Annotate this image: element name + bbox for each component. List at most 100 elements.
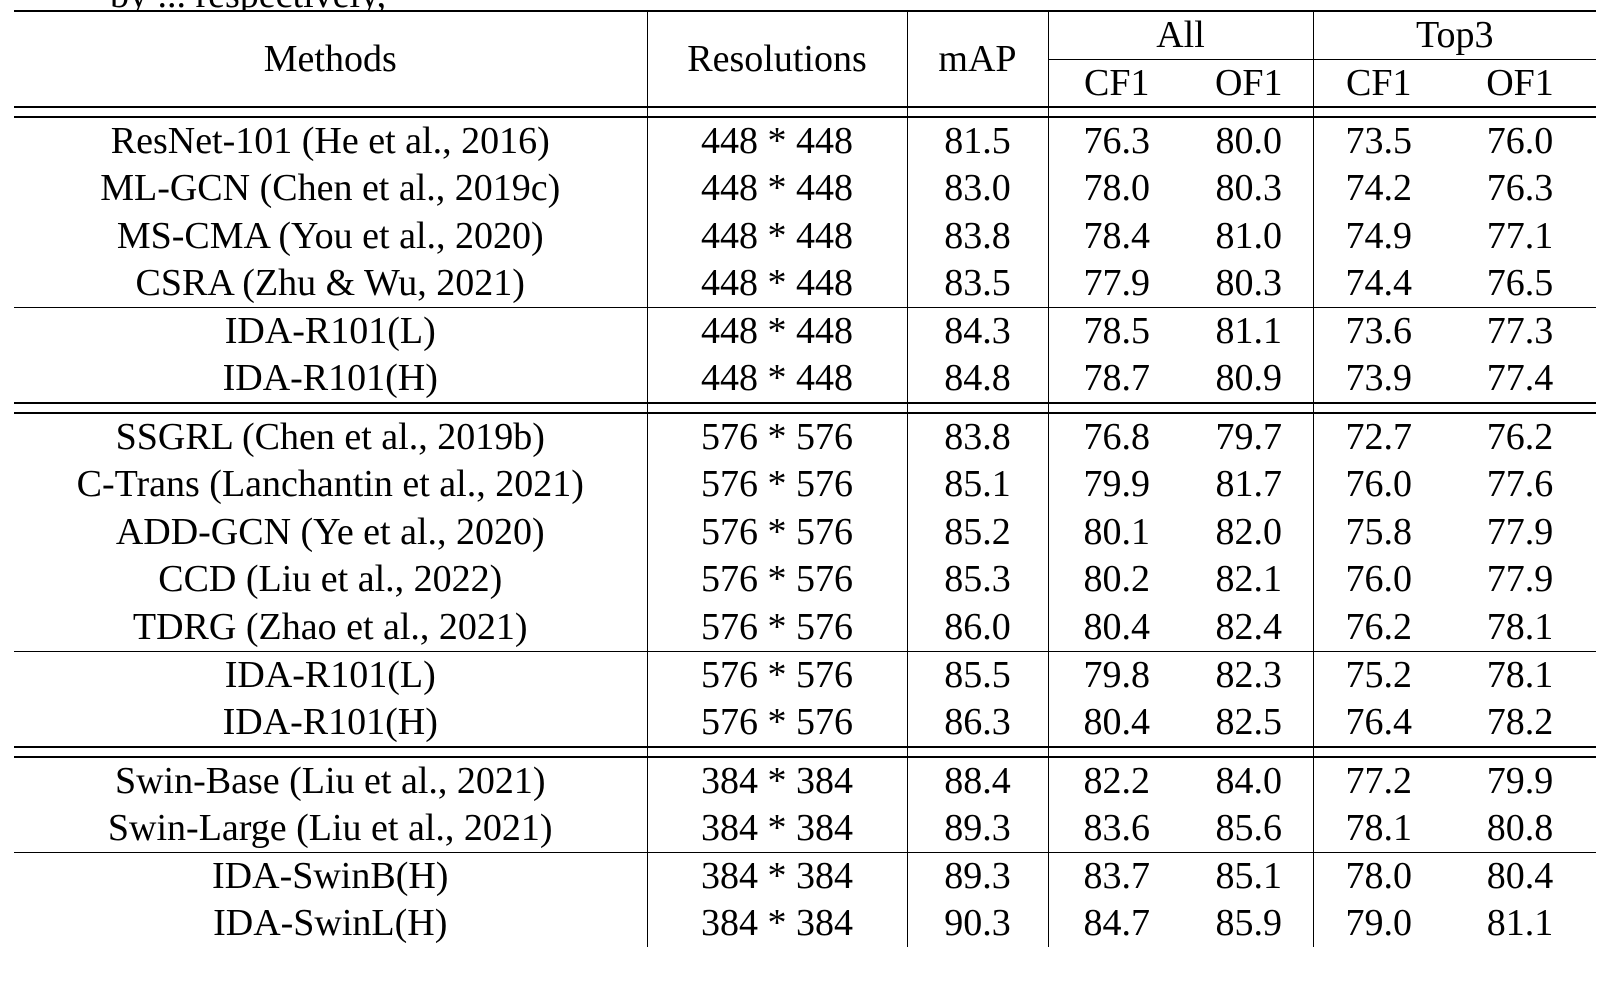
cell-resolution: 576 * 576 <box>646 461 907 509</box>
cell-top3-cf1: 79.0 <box>1312 899 1444 947</box>
cell-method: C-Trans (Lanchantin et al., 2021) <box>76 463 584 506</box>
cell-top3-of1: 78.1 <box>1486 605 1554 648</box>
cell-method: IDA-R101(L) <box>14 307 647 355</box>
table-row: CSRA (Zhu & Wu, 2021) 448 * 448 83.5 77.9 80… <box>14 260 1596 308</box>
cell-top3-of1: 77.9 <box>1486 558 1554 601</box>
table-row: Swin-Base (Liu et al., 2021) 384 * 384 88.… <box>14 755 1597 805</box>
cell-all-of1: 80.0 <box>1185 116 1313 165</box>
cell-top3-of1: 77.4 <box>1486 357 1554 399</box>
table-row: TDRG (Zhao et al., 2021) 576 * 576 86.0 80.… <box>14 603 1596 651</box>
cell-all-of1: 80.9 <box>1215 357 1283 399</box>
cell-all-cf1: 83.7 <box>1047 851 1185 900</box>
cell-method: ADD-GCN (Ye et al., 2020) <box>115 510 545 553</box>
cell-resolution: 448 * 448 <box>646 307 907 355</box>
cell-all-of1: 81.1 <box>1185 307 1313 355</box>
cell-map: 84.3 <box>906 307 1048 355</box>
header-resolutions: Resolutions <box>646 10 907 107</box>
cell-top3-cf1: 74.2 <box>1312 165 1444 213</box>
cell-top3-of1: 79.9 <box>1444 755 1597 805</box>
table-row: IDA-SwinL(H) 384 * 384 90.3 84.7 85.9 79.0 81.… <box>14 899 1596 947</box>
table-row: ML-GCN (Chen et al., 2019c) 448 * 448 83.0… <box>14 165 1596 213</box>
group-separator <box>14 745 1597 757</box>
cell-method: IDA-SwinL(H) <box>213 901 448 944</box>
cell-map: 85.1 <box>906 461 1048 509</box>
cell-all-cf1: 83.6 <box>1047 804 1185 852</box>
cell-all-cf1: 78.0 <box>1047 165 1185 213</box>
cell-top3-of1: 76.3 <box>1486 167 1554 210</box>
cell-all-of1: 85.1 <box>1185 851 1313 900</box>
cell-all-of1: 79.7 <box>1185 412 1313 461</box>
cell-resolution: 576 * 576 <box>646 412 907 461</box>
cell-all-cf1: 80.4 <box>1047 698 1185 747</box>
cell-method: SSGRL (Chen et al., 2019b) <box>14 412 647 461</box>
cell-resolution: 576 * 576 <box>646 650 907 699</box>
cell-top3-of1: 77.9 <box>1486 510 1554 553</box>
cell-all-cf1: 76.3 <box>1047 116 1185 165</box>
cell-all-cf1: 82.2 <box>1047 755 1185 805</box>
cell-all-of1: 80.3 <box>1215 167 1283 210</box>
cell-map: 83.0 <box>906 165 1048 213</box>
cell-top3-cf1: 78.0 <box>1312 851 1444 900</box>
cell-top3-of1: 76.2 <box>1444 412 1597 461</box>
cell-method: IDA-R101(H) <box>222 700 438 743</box>
cell-all-of1: 82.4 <box>1215 605 1283 648</box>
group-separator <box>14 402 1597 413</box>
cell-map: 86.0 <box>906 603 1048 651</box>
cell-all-of1: 80.3 <box>1215 262 1283 304</box>
cell-top3-cf1: 72.7 <box>1312 412 1444 461</box>
cell-top3-of1: 78.2 <box>1486 700 1554 743</box>
cell-resolution: 448 * 448 <box>646 260 907 308</box>
cell-all-cf1: 80.4 <box>1047 603 1185 651</box>
cell-all-of1: 81.7 <box>1215 463 1283 506</box>
cell-method: ML-GCN (Chen et al., 2019c) <box>100 167 561 210</box>
cell-resolution: 576 * 576 <box>646 603 907 651</box>
cell-map: 85.3 <box>906 556 1048 604</box>
results-body: ResNet-101 (He et al., 2016) 448 * 448 81.… <box>14 106 1597 947</box>
cell-resolution: 384 * 384 <box>646 899 907 947</box>
cell-resolution: 448 * 448 <box>646 355 907 403</box>
table-row: Swin-Large (Liu et al., 2021) 384 * 384 89… <box>14 804 1596 852</box>
cell-top3-of1: 77.1 <box>1486 214 1554 257</box>
cell-map: 85.5 <box>906 650 1048 699</box>
table-row: IDA-SwinB(H) 384 * 384 89.3 83.7 85.1 78.0 80.… <box>14 851 1597 900</box>
header-top3-of1: OF1 <box>1444 58 1597 108</box>
cell-method: MS-CMA (You et al., 2020) <box>116 214 544 257</box>
cell-method: CCD (Liu et al., 2022) <box>158 558 503 601</box>
cell-all-of1: 81.0 <box>1215 214 1283 257</box>
cell-all-of1: 85.9 <box>1215 901 1283 944</box>
cell-all-cf1: 78.4 <box>1047 212 1185 260</box>
cell-top3-of1: 76.5 <box>1486 262 1554 304</box>
table-row: ADD-GCN (Ye et al., 2020) 576 * 576 85.2 80… <box>14 508 1596 556</box>
cell-map: 81.5 <box>906 116 1048 165</box>
results-table: Methods Resolutions mAP All Top3 CF1 OF1… <box>14 10 1597 947</box>
cell-resolution: 576 * 576 <box>646 508 907 556</box>
cell-top3-cf1: 76.2 <box>1312 603 1444 651</box>
cell-top3-of1: 78.1 <box>1444 650 1597 699</box>
header-all-cf1: CF1 <box>1047 58 1185 108</box>
header-all-of1: OF1 <box>1185 58 1313 108</box>
cell-map: 83.5 <box>906 260 1048 308</box>
cell-all-cf1: 78.5 <box>1047 307 1185 355</box>
cell-all-of1: 85.6 <box>1215 806 1283 849</box>
table-row: IDA-R101(L) 576 * 576 85.5 79.8 82.3 75.2 78.1 <box>14 650 1597 699</box>
cell-resolution: 384 * 384 <box>646 755 907 805</box>
cell-top3-cf1: 73.5 <box>1312 116 1444 165</box>
cell-top3-cf1: 73.9 <box>1312 355 1444 403</box>
cell-top3-of1: 77.3 <box>1444 307 1597 355</box>
cell-method: IDA-SwinB(H) <box>14 851 647 900</box>
cell-all-of1: 84.0 <box>1185 755 1313 805</box>
cell-all-cf1: 79.8 <box>1047 650 1185 699</box>
cell-resolution: 384 * 384 <box>646 804 907 852</box>
cell-method: Swin-Base (Liu et al., 2021) <box>14 755 647 805</box>
cell-method: ResNet-101 (He et al., 2016) <box>14 116 647 165</box>
cell-all-of1: 82.5 <box>1215 700 1283 743</box>
table-row: SSGRL (Chen et al., 2019b) 576 * 576 83.8 7… <box>14 412 1597 461</box>
cell-resolution: 448 * 448 <box>646 165 907 213</box>
cell-all-of1: 82.3 <box>1185 650 1313 699</box>
header-map: mAP <box>906 10 1048 107</box>
cell-all-cf1: 78.7 <box>1047 355 1185 403</box>
cell-top3-cf1: 73.6 <box>1312 307 1444 355</box>
cell-map: 89.3 <box>906 804 1048 852</box>
cell-map: 83.8 <box>906 412 1048 461</box>
cell-all-cf1: 77.9 <box>1047 260 1185 308</box>
